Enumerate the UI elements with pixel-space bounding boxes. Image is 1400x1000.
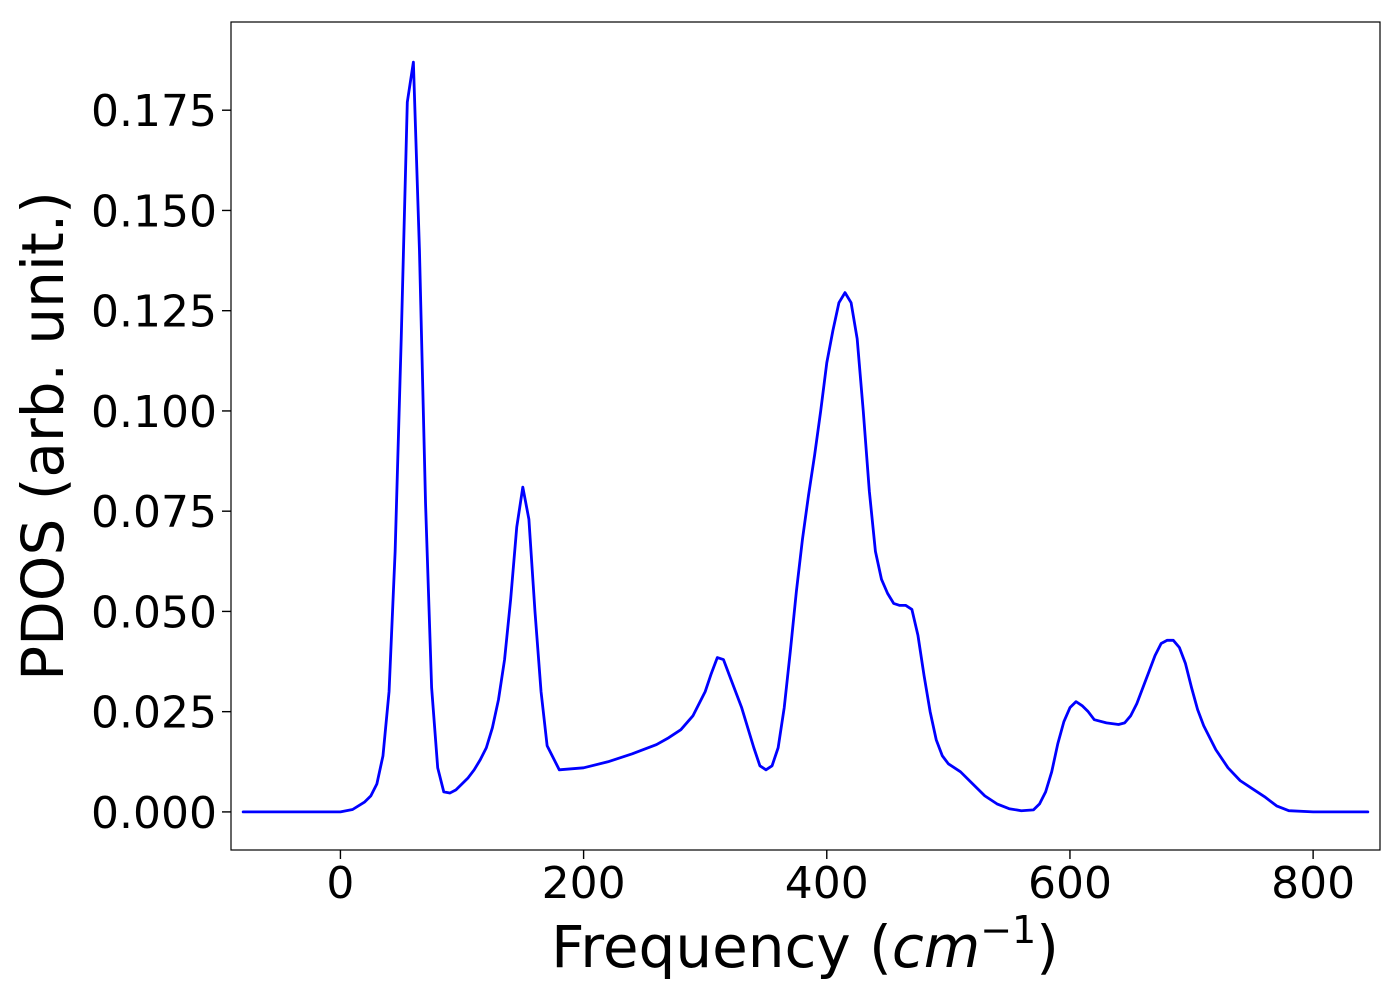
x-tick-label: 800 <box>1271 858 1355 909</box>
y-tick-label: 0.100 <box>91 387 217 438</box>
y-tick-label: 0.025 <box>91 688 217 739</box>
x-axis-label: Frequency (cm−1) <box>551 908 1059 981</box>
y-tick-label: 0.050 <box>91 587 217 638</box>
y-tick-label: 0.125 <box>91 287 217 338</box>
x-tick-label: 600 <box>1028 858 1112 909</box>
series-line-0 <box>241 60 1370 814</box>
y-axis-label: PDOS (arb. unit.) <box>9 191 77 681</box>
x-tick-label: 0 <box>326 858 354 909</box>
y-tick-label: 0.150 <box>91 186 217 237</box>
y-tick-label: 0.175 <box>91 86 217 137</box>
y-tick-label: 0.075 <box>91 487 217 538</box>
x-axis-unit: cm <box>892 913 980 981</box>
y-tick-label: 0.000 <box>91 788 217 839</box>
x-tick-label: 200 <box>542 858 626 909</box>
plot-area-frame <box>230 21 1381 851</box>
x-tick-label: 400 <box>785 858 869 909</box>
x-axis-label-text: Frequency <box>551 913 851 981</box>
x-axis-unit-exponent: −1 <box>980 908 1036 952</box>
